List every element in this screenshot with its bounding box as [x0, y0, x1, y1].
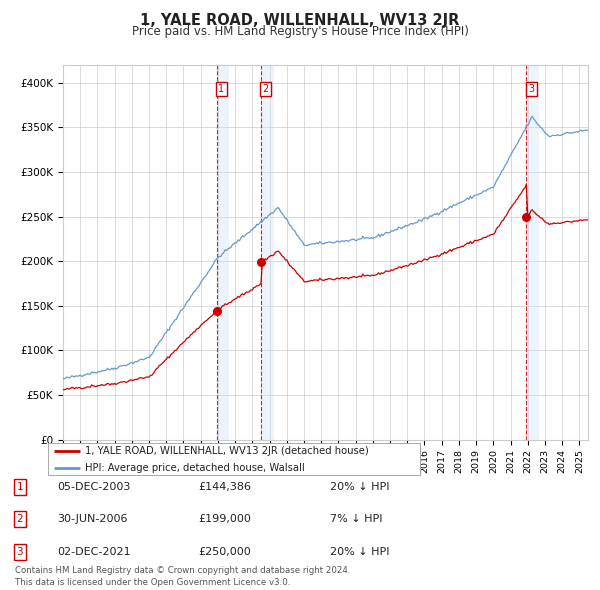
Text: 30-JUN-2006: 30-JUN-2006 — [57, 514, 128, 524]
Text: 2: 2 — [263, 84, 269, 94]
Text: 7% ↓ HPI: 7% ↓ HPI — [330, 514, 383, 524]
Bar — [526, 65, 539, 440]
Text: 1, YALE ROAD, WILLENHALL, WV13 2JR (detached house): 1, YALE ROAD, WILLENHALL, WV13 2JR (deta… — [85, 445, 369, 455]
Text: 3: 3 — [16, 547, 23, 556]
Text: 1: 1 — [16, 482, 23, 491]
Bar — [217, 65, 229, 440]
Text: Price paid vs. HM Land Registry's House Price Index (HPI): Price paid vs. HM Land Registry's House … — [131, 25, 469, 38]
Text: 3: 3 — [528, 84, 534, 94]
Text: 20% ↓ HPI: 20% ↓ HPI — [330, 547, 389, 556]
Text: 20% ↓ HPI: 20% ↓ HPI — [330, 482, 389, 491]
Text: 02-DEC-2021: 02-DEC-2021 — [57, 547, 131, 556]
Text: £199,000: £199,000 — [198, 514, 251, 524]
Text: Contains HM Land Registry data © Crown copyright and database right 2024.
This d: Contains HM Land Registry data © Crown c… — [15, 566, 350, 587]
Text: £144,386: £144,386 — [198, 482, 251, 491]
Text: £250,000: £250,000 — [198, 547, 251, 556]
Text: 2: 2 — [16, 514, 23, 524]
Bar — [261, 65, 274, 440]
Text: 1: 1 — [218, 84, 224, 94]
Text: 1, YALE ROAD, WILLENHALL, WV13 2JR: 1, YALE ROAD, WILLENHALL, WV13 2JR — [140, 13, 460, 28]
Text: HPI: Average price, detached house, Walsall: HPI: Average price, detached house, Wals… — [85, 463, 305, 473]
Text: 05-DEC-2003: 05-DEC-2003 — [57, 482, 130, 491]
